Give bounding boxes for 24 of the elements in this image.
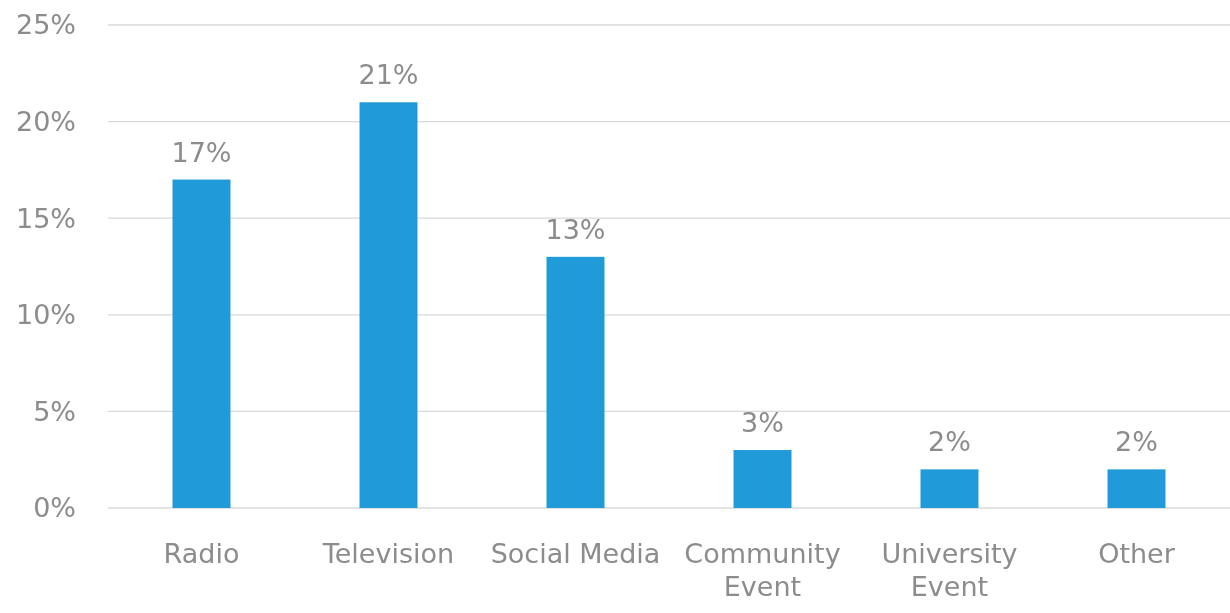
bar [733,450,792,508]
bar [1107,469,1166,508]
bar [172,179,231,508]
y-tick-label: 10% [15,299,76,331]
data-label: 17% [171,136,232,168]
bar [546,256,605,508]
x-tick-label: Other [1098,538,1176,569]
x-tick-label: Social Media [490,538,661,569]
y-tick-label: 0% [33,492,76,524]
x-tick-label: Community Event [684,538,841,602]
y-tick-label: 5% [33,395,76,427]
data-label: 13% [545,213,606,245]
bar [920,469,979,508]
x-tick-label: Radio [163,538,240,569]
y-tick-label: 15% [15,202,76,234]
x-tick-label: Television [321,538,455,569]
data-label: 21% [358,59,419,91]
y-tick-label: 20% [15,106,76,138]
x-tick-label: University Event [881,538,1018,602]
data-label: 2% [928,426,971,458]
bar [359,102,418,508]
data-label: 3% [741,407,784,439]
data-label: 2% [1115,426,1158,458]
y-tick-label: 25% [15,9,76,41]
